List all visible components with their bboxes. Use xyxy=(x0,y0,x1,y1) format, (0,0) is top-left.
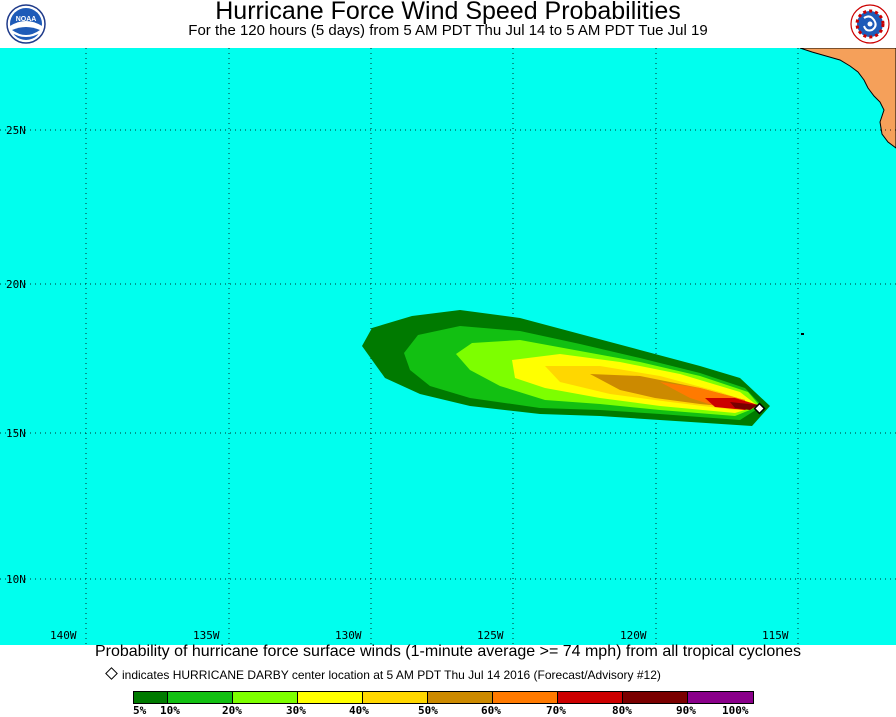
lon-label-135w: 135W xyxy=(193,629,220,642)
map-caption: Probability of hurricane force surface w… xyxy=(94,643,802,660)
lat-label-15n: 15N xyxy=(6,427,26,440)
legend-swatch-40-50 xyxy=(363,692,428,703)
lon-label-130w: 130W xyxy=(335,629,362,642)
legend-label-40: 40% xyxy=(349,704,369,717)
legend-swatch-20-30 xyxy=(233,692,298,703)
header: NOAA Hurricane Force Wind Speed Probabil… xyxy=(0,0,896,48)
island xyxy=(801,333,804,335)
page-title: Hurricane Force Wind Speed Probabilities xyxy=(215,0,681,25)
legend-swatch-60-70 xyxy=(493,692,558,703)
legend-swatch-80-90 xyxy=(623,692,688,703)
color-legend xyxy=(133,691,754,704)
lon-label-140w: 140W xyxy=(50,629,77,642)
legend-label-100: 100% xyxy=(722,704,749,717)
lat-label-20n: 20N xyxy=(6,278,26,291)
legend-swatch-10-20 xyxy=(168,692,233,703)
svg-text:NOAA: NOAA xyxy=(16,16,37,23)
probability-map: 25N 20N 15N 10N 140W 135W 130W 125W 120W… xyxy=(0,47,896,645)
legend-label-90: 90% xyxy=(676,704,696,717)
legend-label-10: 10% xyxy=(160,704,180,717)
lat-label-10n: 10N xyxy=(6,573,26,586)
nws-logo-icon xyxy=(850,4,890,44)
lon-label-120w: 120W xyxy=(620,629,647,642)
page-subtitle: For the 120 hours (5 days) from 5 AM PDT… xyxy=(188,22,708,39)
lon-label-115w: 115W xyxy=(762,629,789,642)
lat-label-25n: 25N xyxy=(6,124,26,137)
diamond-icon xyxy=(105,667,118,680)
legend-swatch-70-80 xyxy=(558,692,623,703)
legend-swatch-90-100 xyxy=(688,692,753,703)
legend-label-80: 80% xyxy=(612,704,632,717)
legend-swatch-30-40 xyxy=(298,692,363,703)
land-mexico xyxy=(799,47,896,149)
storm-note-text: indicates HURRICANE DARBY center locatio… xyxy=(122,668,661,682)
legend-label-5: 5% xyxy=(133,704,147,717)
legend-swatch-5-10 xyxy=(134,692,168,703)
legend-label-50: 50% xyxy=(418,704,438,717)
legend-swatch-50-60 xyxy=(428,692,493,703)
noaa-logo-icon: NOAA xyxy=(6,4,46,44)
storm-center-marker xyxy=(753,402,766,415)
lon-label-125w: 125W xyxy=(477,629,504,642)
storm-note: indicates HURRICANE DARBY center locatio… xyxy=(105,667,661,682)
legend-label-60: 60% xyxy=(481,704,501,717)
legend-label-20: 20% xyxy=(222,704,242,717)
legend-label-70: 70% xyxy=(546,704,566,717)
legend-label-30: 30% xyxy=(286,704,306,717)
probability-swath xyxy=(362,310,770,426)
